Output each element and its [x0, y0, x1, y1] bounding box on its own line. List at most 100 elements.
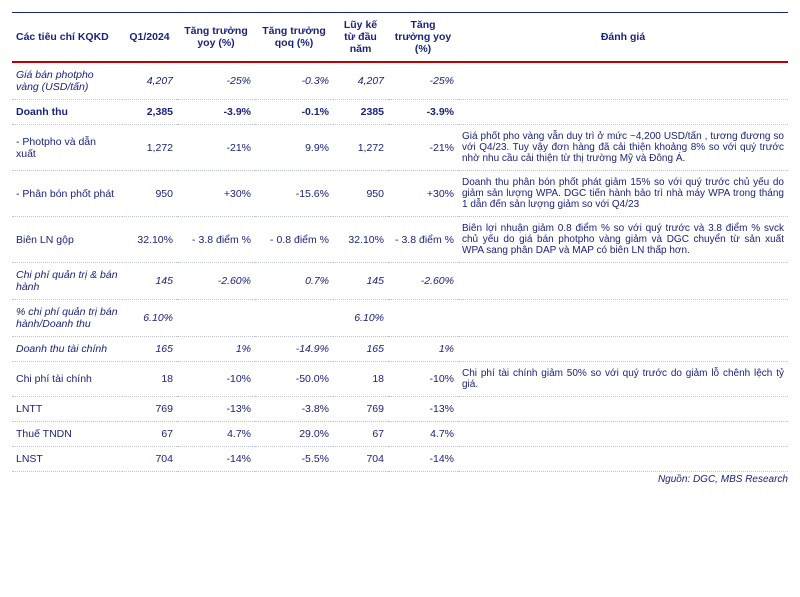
cell-yoy: -21%: [177, 125, 255, 171]
table-row: Thuế TNDN674.7%29.0%674.7%: [12, 422, 788, 447]
cell-qoq: -3.8%: [255, 397, 333, 422]
cell-yoy2: -10%: [388, 362, 458, 397]
cell-yoy2: 4.7%: [388, 422, 458, 447]
cell-ytd: 165: [333, 337, 388, 362]
row-label: Thuế TNDN: [12, 422, 122, 447]
cell-yoy2: -21%: [388, 125, 458, 171]
table-row: LNTT769-13%-3.8%769-13%: [12, 397, 788, 422]
cell-qoq: -14.9%: [255, 337, 333, 362]
cell-qoq: -5.5%: [255, 447, 333, 472]
row-label: Doanh thu tài chính: [12, 337, 122, 362]
cell-qoq: 29.0%: [255, 422, 333, 447]
cell-ytd: 1,272: [333, 125, 388, 171]
cell-eval: Doanh thu phân bón phốt phát giảm 15% so…: [458, 171, 788, 217]
row-label: LNTT: [12, 397, 122, 422]
table-row: Chi phí tài chính18-10%-50.0%18-10%Chi p…: [12, 362, 788, 397]
row-label: Chi phí quản trị & bán hành: [12, 263, 122, 300]
table-row: - Photpho và dẫn xuất1,272-21%9.9%1,272-…: [12, 125, 788, 171]
cell-eval: [458, 62, 788, 100]
cell-qoq: 9.9%: [255, 125, 333, 171]
cell-yoy: [177, 300, 255, 337]
row-label: - Phân bón phốt phát: [12, 171, 122, 217]
col-header-yoy: Tăng trưởng yoy (%): [177, 13, 255, 63]
table-row: Doanh thu tài chính1651%-14.9%1651%: [12, 337, 788, 362]
col-header-q1: Q1/2024: [122, 13, 177, 63]
row-label: Chi phí tài chính: [12, 362, 122, 397]
cell-q1: 32.10%: [122, 217, 177, 263]
cell-ytd: 950: [333, 171, 388, 217]
cell-ytd: 2385: [333, 100, 388, 125]
financial-table: Các tiêu chí KQKD Q1/2024 Tăng trưởng yo…: [12, 12, 788, 472]
cell-qoq: 0.7%: [255, 263, 333, 300]
cell-yoy: +30%: [177, 171, 255, 217]
cell-yoy: -3.9%: [177, 100, 255, 125]
cell-eval: [458, 422, 788, 447]
cell-yoy: -2.60%: [177, 263, 255, 300]
row-label: % chi phí quản trị bán hành/Doanh thu: [12, 300, 122, 337]
cell-qoq: -15.6%: [255, 171, 333, 217]
cell-yoy: -25%: [177, 62, 255, 100]
cell-q1: 165: [122, 337, 177, 362]
cell-ytd: 769: [333, 397, 388, 422]
table-row: Doanh thu2,385-3.9%-0.1%2385-3.9%: [12, 100, 788, 125]
cell-ytd: 32.10%: [333, 217, 388, 263]
cell-qoq: - 0.8 điểm %: [255, 217, 333, 263]
cell-eval: [458, 100, 788, 125]
col-header-yoy2: Tăng trưởng yoy (%): [388, 13, 458, 63]
cell-ytd: 145: [333, 263, 388, 300]
cell-eval: [458, 300, 788, 337]
cell-ytd: 4,207: [333, 62, 388, 100]
cell-ytd: 704: [333, 447, 388, 472]
cell-yoy2: 1%: [388, 337, 458, 362]
cell-qoq: -50.0%: [255, 362, 333, 397]
cell-yoy2: -13%: [388, 397, 458, 422]
cell-eval: Giá phốt pho vàng vẫn duy trì ở mức ~4,2…: [458, 125, 788, 171]
cell-q1: 1,272: [122, 125, 177, 171]
cell-q1: 4,207: [122, 62, 177, 100]
cell-q1: 2,385: [122, 100, 177, 125]
table-row: % chi phí quản trị bán hành/Doanh thu6.1…: [12, 300, 788, 337]
cell-yoy2: -2.60%: [388, 263, 458, 300]
cell-yoy: 4.7%: [177, 422, 255, 447]
cell-qoq: -0.1%: [255, 100, 333, 125]
cell-yoy: - 3.8 điểm %: [177, 217, 255, 263]
cell-yoy2: - 3.8 điểm %: [388, 217, 458, 263]
cell-yoy: 1%: [177, 337, 255, 362]
cell-q1: 145: [122, 263, 177, 300]
cell-eval: [458, 447, 788, 472]
row-label: LNST: [12, 447, 122, 472]
table-row: Biên LN gộp32.10%- 3.8 điểm %- 0.8 điểm …: [12, 217, 788, 263]
col-header-qoq: Tăng trưởng qoq (%): [255, 13, 333, 63]
cell-qoq: -0.3%: [255, 62, 333, 100]
cell-yoy2: -3.9%: [388, 100, 458, 125]
table-row: Chi phí quản trị & bán hành145-2.60%0.7%…: [12, 263, 788, 300]
cell-eval: [458, 263, 788, 300]
table-header-row: Các tiêu chí KQKD Q1/2024 Tăng trưởng yo…: [12, 13, 788, 63]
cell-q1: 950: [122, 171, 177, 217]
table-row: - Phân bón phốt phát950+30%-15.6%950+30%…: [12, 171, 788, 217]
cell-q1: 769: [122, 397, 177, 422]
table-row: LNST704-14%-5.5%704-14%: [12, 447, 788, 472]
cell-eval: Biên lợi nhuận giảm 0.8 điểm % so với qu…: [458, 217, 788, 263]
cell-yoy: -13%: [177, 397, 255, 422]
col-header-criteria: Các tiêu chí KQKD: [12, 13, 122, 63]
row-label: Biên LN gộp: [12, 217, 122, 263]
row-label: Giá bán photpho vàng (USD/tấn): [12, 62, 122, 100]
cell-ytd: 6.10%: [333, 300, 388, 337]
cell-yoy: -10%: [177, 362, 255, 397]
cell-q1: 6.10%: [122, 300, 177, 337]
table-body: Giá bán photpho vàng (USD/tấn)4,207-25%-…: [12, 62, 788, 472]
cell-yoy2: +30%: [388, 171, 458, 217]
cell-qoq: [255, 300, 333, 337]
cell-ytd: 67: [333, 422, 388, 447]
col-header-eval: Đánh giá: [458, 13, 788, 63]
col-header-ytd: Lũy kế từ đầu năm: [333, 13, 388, 63]
row-label: Doanh thu: [12, 100, 122, 125]
cell-eval: [458, 337, 788, 362]
cell-yoy: -14%: [177, 447, 255, 472]
source-note: Nguồn: DGC, MBS Research: [12, 474, 788, 485]
cell-yoy2: [388, 300, 458, 337]
cell-yoy2: -25%: [388, 62, 458, 100]
cell-q1: 67: [122, 422, 177, 447]
row-label: - Photpho và dẫn xuất: [12, 125, 122, 171]
